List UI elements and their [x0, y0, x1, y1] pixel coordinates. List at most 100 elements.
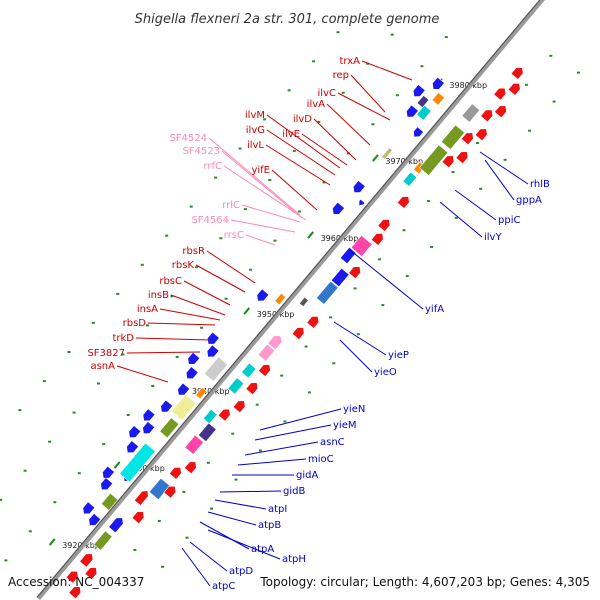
gene-arrow: [370, 233, 384, 246]
guide-dot: [258, 449, 262, 452]
guide-dot: [390, 33, 394, 36]
reverse-gene-feature: [119, 442, 156, 483]
forward-gene-label: SF3827: [87, 348, 125, 359]
guide-dot: [336, 31, 340, 34]
gene-arrow: [102, 465, 115, 479]
leader-line: [183, 280, 231, 306]
forward-gene-feature: [202, 408, 218, 425]
leader-line: [339, 339, 373, 373]
forward-gene-feature: [370, 233, 384, 246]
guide-dot: [378, 258, 382, 261]
reverse-gene-label: yieM: [333, 420, 356, 431]
gene-arrow: [168, 467, 182, 480]
reverse-gene-feature: [187, 351, 201, 365]
forward-gene-feature: [227, 377, 245, 395]
leader-line: [301, 133, 348, 166]
gene-block: [203, 356, 229, 382]
reverse-gene-feature: [432, 76, 445, 90]
forward-gene-feature: [348, 266, 361, 280]
reverse-gene-label: rhlB: [530, 179, 550, 190]
forward-gene-label: rbsR: [182, 246, 205, 257]
forward-gene-feature: [131, 511, 145, 525]
forward-gene-label: asnA: [90, 361, 115, 372]
gene-block: [381, 147, 393, 160]
gene-block: [93, 530, 113, 551]
leader-line: [181, 547, 211, 587]
leader-line: [208, 137, 301, 216]
forward-gene-feature: [93, 530, 113, 551]
guide-dot: [72, 411, 76, 414]
scale-ticks: 3920 kbp3930 kbp3940 kbp3950 kbp3960 kbp…: [48, 78, 487, 550]
forward-gene-feature: [197, 422, 217, 443]
forward-gene-label: rrsC: [224, 230, 244, 241]
guide-dot: [157, 519, 161, 522]
map-title: Shigella flexneri 2a str. 301, complete …: [135, 12, 440, 27]
guide-dot: [479, 187, 483, 190]
forward-gene-feature: [79, 553, 94, 568]
gene-arrow: [256, 288, 270, 302]
gene-block: [416, 94, 430, 109]
forward-gene-feature: [440, 124, 466, 150]
guide-dot: [528, 129, 532, 132]
leader-line: [484, 159, 515, 201]
forward-gene-feature: [241, 362, 257, 379]
backbone-edge: [36, 0, 541, 598]
guide-dot: [552, 100, 556, 103]
gene-arrow: [142, 421, 156, 434]
guide-dot: [42, 380, 46, 383]
forward-gene-label: ilvD: [293, 114, 312, 125]
forward-gene-label: ilvG: [246, 125, 265, 136]
leader-line: [135, 337, 211, 341]
gene-arrow: [377, 219, 391, 232]
guide-dot: [577, 71, 580, 74]
guide-dot: [427, 200, 430, 203]
reverse-gene-feature: [126, 440, 140, 453]
leader-line: [223, 165, 307, 221]
reverse-gene-label: gidB: [283, 486, 305, 497]
forward-gene-feature: [460, 132, 474, 146]
forward-gene-label: ilvA: [307, 99, 325, 110]
scale-tick: 3920 kbp: [48, 538, 100, 550]
reverse-gene-label: ilvY: [484, 232, 502, 243]
guide-dot: [121, 353, 125, 356]
gene-block: [241, 362, 257, 379]
leader-line: [337, 92, 391, 121]
gene-block: [330, 267, 350, 288]
gene-arrow: [177, 382, 191, 396]
gene-arrow: [79, 553, 94, 568]
gene-features: [65, 67, 524, 600]
reverse-gene-label: yieN: [343, 404, 365, 415]
forward-gene-label: SF4564: [191, 215, 229, 226]
reverse-gene-label: atpB: [258, 520, 281, 531]
reverse-gene-feature: [177, 382, 191, 396]
gene-arrow: [88, 512, 102, 526]
reverse-gene-feature: [406, 104, 419, 118]
gene-block: [274, 292, 287, 306]
leader-line: [214, 499, 267, 510]
guide-dot: [298, 210, 301, 213]
gene-block: [419, 144, 449, 176]
gene-block: [440, 124, 466, 150]
gene-arrow: [441, 155, 455, 169]
reverse-gene-label: atpC: [212, 581, 235, 592]
guide-dot: [170, 295, 174, 298]
forward-gene-feature: [510, 67, 524, 80]
gene-arrow: [126, 440, 140, 453]
forward-gene-feature: [350, 234, 373, 257]
leader-line: [254, 424, 332, 441]
scale-tick: 3970 kbp: [372, 154, 423, 166]
reverse-gene-feature: [381, 147, 393, 160]
forward-gene-label: insA: [137, 304, 158, 315]
reverse-gene-feature: [256, 288, 270, 302]
reverse-gene-feature: [206, 344, 220, 358]
tick-mark: [243, 307, 251, 315]
leader-line: [237, 458, 307, 466]
reverse-gene-label: gidA: [296, 470, 318, 481]
leader-line: [147, 322, 216, 326]
guide-dot: [268, 179, 272, 181]
guide-dot: [77, 472, 81, 475]
guide-dot: [273, 239, 277, 242]
gene-arrow: [65, 570, 79, 584]
